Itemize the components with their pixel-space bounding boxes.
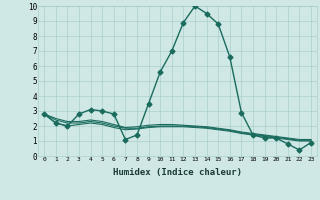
X-axis label: Humidex (Indice chaleur): Humidex (Indice chaleur) [113,168,242,177]
